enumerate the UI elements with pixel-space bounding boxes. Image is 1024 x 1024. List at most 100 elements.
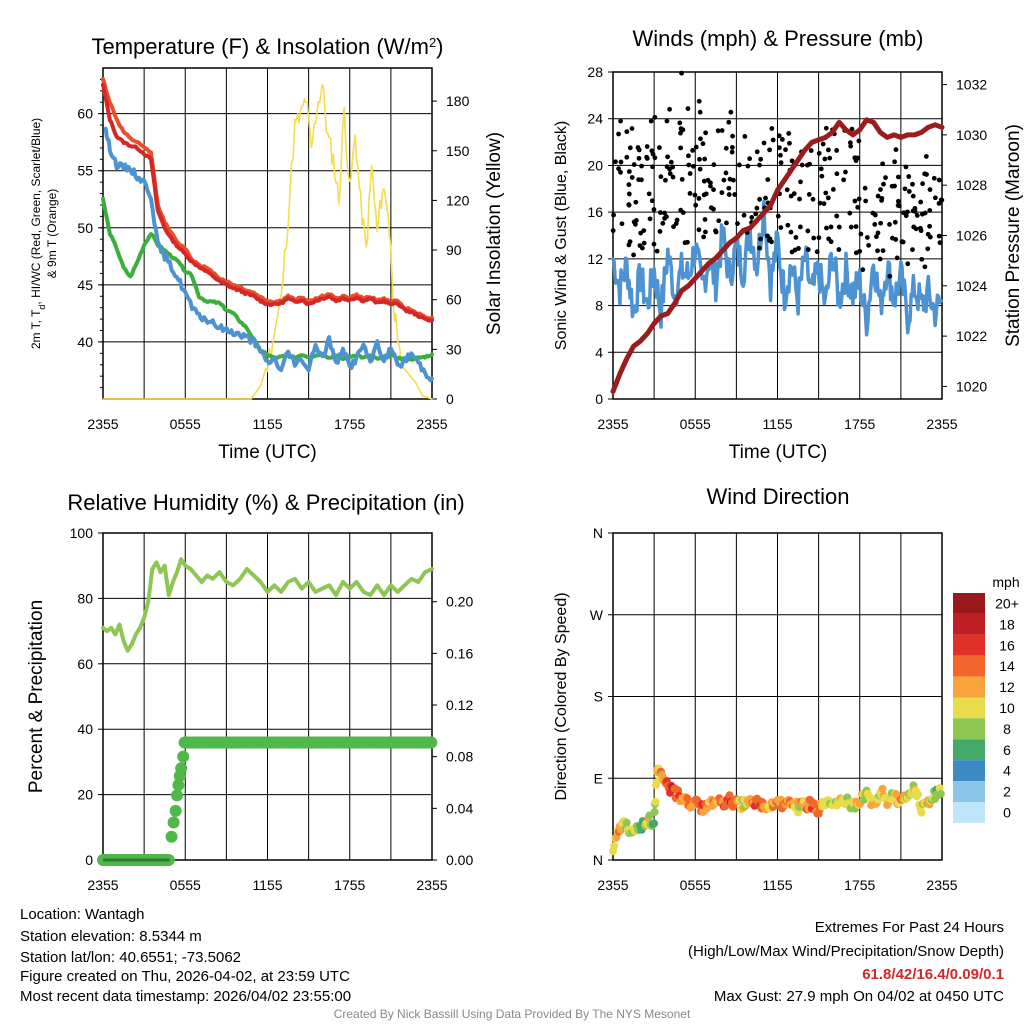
gust-point xyxy=(726,192,732,197)
gust-point xyxy=(937,240,943,246)
gust-point xyxy=(729,149,735,155)
gust-point xyxy=(697,166,703,172)
gust-point xyxy=(817,200,823,206)
info-recent: Most recent data timestamp: 2026/04/02 2… xyxy=(20,988,352,1005)
gust-point xyxy=(758,236,763,242)
colorbar-swatch xyxy=(953,655,985,677)
gust-point xyxy=(936,200,942,206)
gust-point xyxy=(927,234,933,240)
gust-point xyxy=(848,224,854,230)
gust-point xyxy=(793,235,799,240)
gust-point xyxy=(856,196,862,202)
gust-point xyxy=(906,174,912,179)
gust-point xyxy=(674,217,680,223)
gust-point xyxy=(783,147,788,153)
gust-point xyxy=(754,149,760,155)
gust-point xyxy=(775,213,781,219)
x-tick-label: 2355 xyxy=(416,416,447,432)
chart-title-winds: Winds (mph) & Pressure (mb) xyxy=(633,26,924,51)
series-station-pressure xyxy=(610,117,945,394)
colorbar-swatch xyxy=(953,613,985,635)
speed-colorbar xyxy=(953,593,985,823)
gust-point xyxy=(913,226,919,232)
gust-point xyxy=(610,228,616,233)
gust-point xyxy=(757,162,762,168)
y-tick-label: 40 xyxy=(77,721,93,737)
gust-point xyxy=(853,158,859,164)
gust-point xyxy=(910,181,915,187)
y-tick-label: 20 xyxy=(77,787,93,803)
x-tick-label: 2355 xyxy=(416,877,447,893)
series-relative-humidity xyxy=(101,557,434,653)
y-axis-label-left: 2m T, Td, HI/WC (Red, Green, Scarlet/Blu… xyxy=(29,118,47,349)
info-latlon: Station lat/lon: 40.6551; -73.5062 xyxy=(20,949,242,966)
gust-point xyxy=(702,217,708,222)
gust-point xyxy=(693,202,699,208)
gust-point xyxy=(636,177,642,183)
gust-point xyxy=(788,229,794,235)
y-right-tick-label: 0.00 xyxy=(446,852,473,868)
series-temperature xyxy=(101,82,434,323)
gust-point xyxy=(862,185,868,191)
x-tick-label: 0555 xyxy=(170,877,201,893)
gust-point xyxy=(665,154,670,160)
gust-point xyxy=(893,237,899,242)
gust-point xyxy=(641,240,647,246)
gust-point xyxy=(878,220,884,226)
precip-point xyxy=(167,816,180,829)
gust-point xyxy=(919,211,925,217)
gust-point xyxy=(816,150,822,156)
x-axis-label: Time (UTC) xyxy=(729,442,828,463)
gust-point xyxy=(827,155,833,161)
y-tick-label: 60 xyxy=(77,106,93,122)
y-tick-label: E xyxy=(594,770,603,786)
y-right-tick-label: 30 xyxy=(446,341,462,357)
gust-point xyxy=(671,224,676,230)
colorbar-swatch xyxy=(953,697,985,719)
gust-point xyxy=(758,156,764,162)
gust-point xyxy=(663,177,668,183)
gust-point xyxy=(777,152,783,158)
gust-point xyxy=(893,147,899,152)
gust-point xyxy=(805,228,811,234)
colorbar-swatch xyxy=(953,802,985,823)
gust-point xyxy=(701,178,707,184)
gust-point xyxy=(613,159,618,165)
x-tick-label: 2355 xyxy=(926,877,957,893)
y-right-tick-label: 1024 xyxy=(956,278,987,294)
gust-point xyxy=(878,187,883,192)
gust-point xyxy=(644,154,650,160)
y-right-tick-label: 1026 xyxy=(956,228,987,244)
gust-point xyxy=(880,161,886,167)
gust-point xyxy=(677,120,683,126)
gust-point xyxy=(910,208,916,214)
gust-point xyxy=(692,192,698,198)
gust-point xyxy=(611,212,616,218)
direction-point xyxy=(917,808,926,817)
gust-point xyxy=(631,219,637,225)
gust-point xyxy=(626,182,632,188)
x-tick-label: 1155 xyxy=(762,416,792,432)
y-tick-label: 16 xyxy=(587,204,603,220)
gust-point xyxy=(723,145,729,151)
gust-point xyxy=(757,245,762,251)
gust-point xyxy=(713,228,718,234)
humidity-series xyxy=(101,557,434,653)
gust-point xyxy=(925,246,931,252)
gust-point xyxy=(799,162,805,168)
gust-point xyxy=(895,174,901,180)
colorbar-swatch xyxy=(953,739,985,761)
y-tick-label: N xyxy=(593,525,603,541)
gust-point xyxy=(678,130,683,136)
gust-point xyxy=(687,191,693,196)
gust-point xyxy=(624,129,630,135)
chart-title-humidity: Relative Humidity (%) & Precipitation (i… xyxy=(67,490,464,515)
gust-point xyxy=(703,229,708,235)
gust-point xyxy=(853,224,859,229)
gust-point xyxy=(701,192,707,198)
colorbar-swatch xyxy=(953,593,985,614)
gust-point xyxy=(922,171,928,177)
gust-point xyxy=(729,145,735,150)
gust-point xyxy=(843,169,848,175)
gust-point xyxy=(769,239,774,245)
